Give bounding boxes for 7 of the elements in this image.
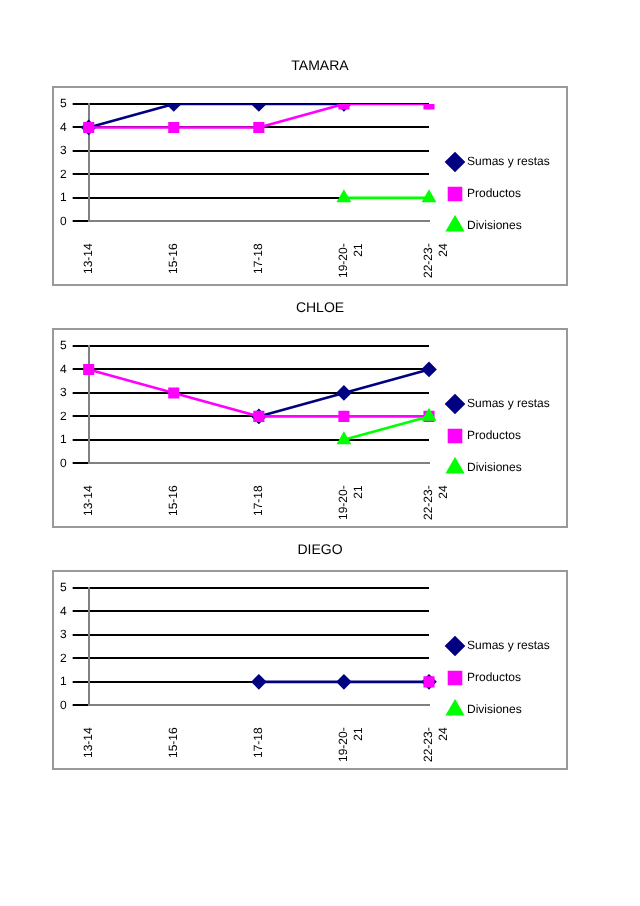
point	[168, 387, 180, 399]
point	[336, 385, 352, 401]
point	[83, 363, 95, 376]
point	[253, 121, 265, 133]
point	[421, 362, 437, 377]
point	[338, 410, 350, 422]
point	[168, 121, 180, 133]
